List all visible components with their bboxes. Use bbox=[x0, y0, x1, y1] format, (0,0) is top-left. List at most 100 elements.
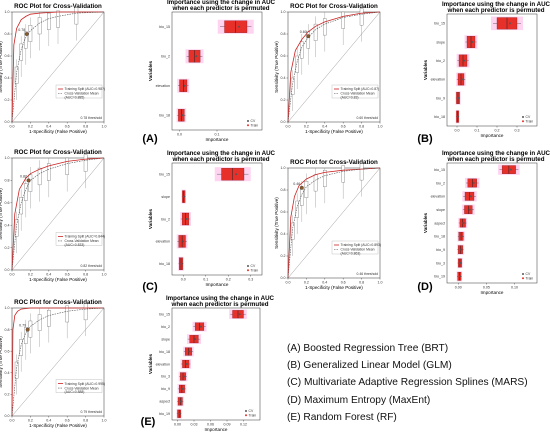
importance-category-label: slope bbox=[161, 195, 170, 199]
roc-legend-box bbox=[331, 240, 379, 255]
key-line-maxent: (D) Maximum Entropy (MaxEnt) bbox=[287, 394, 431, 406]
importance-category-label: aspect bbox=[159, 400, 170, 404]
roc-legend-box bbox=[331, 84, 379, 99]
importance-category-label: bio_9 bbox=[161, 387, 170, 391]
importance-legend-cv-label: CV bbox=[526, 272, 531, 276]
roc-x-tick-label: 0.2 bbox=[28, 125, 33, 129]
importance-legend-cv-swatch bbox=[522, 116, 524, 118]
roc-cutoff-label: 0.60 bbox=[300, 30, 307, 34]
importance-train-point bbox=[182, 240, 185, 243]
importance-x-tick-label: 0.00 bbox=[455, 286, 462, 290]
roc-legend-cv-auc: (AUC=0.833) bbox=[65, 243, 85, 247]
roc-x-tick-label: 0.6 bbox=[65, 125, 70, 129]
importance-x-tick-label: 0.3 bbox=[248, 278, 253, 282]
importance-x-tick-label: 0.05 bbox=[483, 286, 490, 290]
roc-y-tick-label: 0.6 bbox=[5, 201, 10, 205]
roc-box bbox=[304, 181, 309, 198]
roc-x-tick-label: 0.8 bbox=[83, 419, 88, 423]
importance-train-point bbox=[181, 114, 184, 117]
roc-x-tick-label: 1.0 bbox=[102, 273, 107, 277]
model-key: (A) Boosted Regression Tree (BRT) (B) Ge… bbox=[287, 340, 547, 426]
importance-train-point bbox=[178, 412, 181, 415]
importance-category-label: bio_2 bbox=[436, 59, 445, 63]
importance-x-tick-label: 0.1 bbox=[203, 278, 208, 282]
importance-x-tick-label: 0.03 bbox=[191, 423, 198, 427]
importance-legend-cv-label: CV bbox=[526, 115, 531, 119]
roc-x-tick-label: 0.2 bbox=[28, 419, 33, 423]
importance-train-point bbox=[469, 195, 472, 198]
importance-legend-cv-label: CV bbox=[251, 119, 256, 123]
roc-reference-line bbox=[287, 11, 381, 123]
roc-box bbox=[37, 167, 42, 186]
roc-y-tick-label: 0.0 bbox=[281, 120, 286, 124]
importance-x-axis-label: Importance bbox=[206, 137, 229, 142]
roc-x-tick-label: 0.0 bbox=[10, 125, 15, 129]
roc-box bbox=[37, 314, 42, 331]
importance-title-line2: when each predictor is permuted bbox=[172, 5, 270, 12]
importance-x-tick-label: 0.10 bbox=[511, 286, 518, 290]
roc-x-tick-label: 0.0 bbox=[286, 125, 291, 129]
importance-category-label: bio_9 bbox=[436, 248, 445, 252]
roc-box bbox=[65, 305, 69, 323]
importance-legend-train-label: Train bbox=[249, 413, 257, 417]
importance-legend-train-swatch bbox=[245, 414, 247, 417]
importance-train-point bbox=[458, 275, 461, 278]
importance-category-label: elevation bbox=[431, 195, 445, 199]
roc-x-tick-label: 0.4 bbox=[46, 419, 51, 423]
roc-x-tick-label: 0.6 bbox=[341, 281, 346, 285]
roc-y-tick-label: 0.2 bbox=[281, 98, 286, 102]
importance-category-label: bio_15 bbox=[159, 173, 170, 177]
importance-y-axis-label: Variables bbox=[423, 212, 428, 233]
roc-legend-train-label: Training Split (AUC=0.98?) bbox=[65, 87, 106, 91]
importance-category-label: bio_3 bbox=[161, 375, 170, 379]
roc-x-tick-label: 0.4 bbox=[322, 125, 327, 129]
roc-title: ROC Plot for Cross-Validation bbox=[290, 3, 378, 10]
importance-legend-train-label: Train bbox=[526, 119, 534, 123]
roc-y-tick-label: 0.6 bbox=[281, 210, 286, 214]
importance-train-point bbox=[179, 400, 182, 403]
importance-category-label: slope bbox=[436, 40, 445, 44]
importance-train-point bbox=[238, 25, 241, 28]
importance-x-tick-label: 0.0 bbox=[177, 133, 182, 137]
importance-x-axis-label: Importance bbox=[481, 133, 504, 138]
roc-x-tick-label: 0.6 bbox=[341, 125, 346, 129]
roc-box bbox=[295, 55, 299, 73]
importance-legend-cv-swatch bbox=[247, 120, 249, 122]
importance-legend-train-swatch bbox=[247, 124, 249, 127]
roc-x-tick-label: 0.0 bbox=[10, 419, 15, 423]
roc-x-tick-label: 0.2 bbox=[28, 273, 33, 277]
roc-box bbox=[47, 163, 51, 181]
roc-x-tick-label: 0.4 bbox=[322, 281, 327, 285]
roc-y-tick-label: 0.2 bbox=[281, 254, 286, 258]
importance-train-point bbox=[194, 338, 197, 341]
roc-box bbox=[19, 43, 23, 61]
roc-x-tick-label: 0.4 bbox=[46, 273, 51, 277]
importance-x-axis-label: Importance bbox=[481, 290, 504, 295]
importance-category-label: bio_18 bbox=[159, 114, 170, 118]
importance-legend-cv-label: CV bbox=[249, 409, 254, 413]
importance-x-axis-label: Importance bbox=[205, 427, 228, 432]
panel-4: ROC Plot for Cross-Validation0.460.00.00… bbox=[274, 150, 550, 295]
roc-legend-cv-auc: (AUC=0.863) bbox=[341, 251, 361, 255]
roc-y-tick-label: 0.4 bbox=[281, 232, 286, 236]
importance-title: Importance using the change in AUC bbox=[442, 1, 550, 8]
roc-threshold-point bbox=[24, 32, 29, 36]
roc-x-axis-label: 1-Specificity (False Positive) bbox=[29, 129, 87, 134]
importance-train-point bbox=[462, 222, 465, 224]
roc-title: ROC Plot for Cross-Validation bbox=[290, 159, 378, 166]
roc-legend-cv-auc: (AUC=0.885) bbox=[65, 95, 85, 99]
roc-cv-mean-curve bbox=[11, 157, 105, 271]
roc-x-tick-label: 0.4 bbox=[46, 125, 51, 129]
panel-5: ROC Plot for Cross-Validation0.790.00.00… bbox=[0, 295, 275, 432]
importance-category-label: elevation bbox=[156, 240, 170, 244]
importance-x-tick-label: 0.0 bbox=[455, 129, 460, 133]
importance-legend-train-label: Train bbox=[251, 268, 259, 272]
roc-y-tick-label: 1.0 bbox=[5, 10, 10, 14]
roc-x-tick-label: 0.2 bbox=[304, 281, 309, 285]
roc-x-tick-label: 0.0 bbox=[286, 281, 291, 285]
roc-reference-line bbox=[287, 167, 381, 279]
roc-legend-train-label: Training Split (AUC=0.844) bbox=[65, 235, 106, 239]
panel-label-a: (A) bbox=[142, 133, 158, 145]
importance-x-tick-label: 0.0 bbox=[181, 278, 186, 282]
roc-y-tick-label: 0.4 bbox=[5, 371, 10, 375]
